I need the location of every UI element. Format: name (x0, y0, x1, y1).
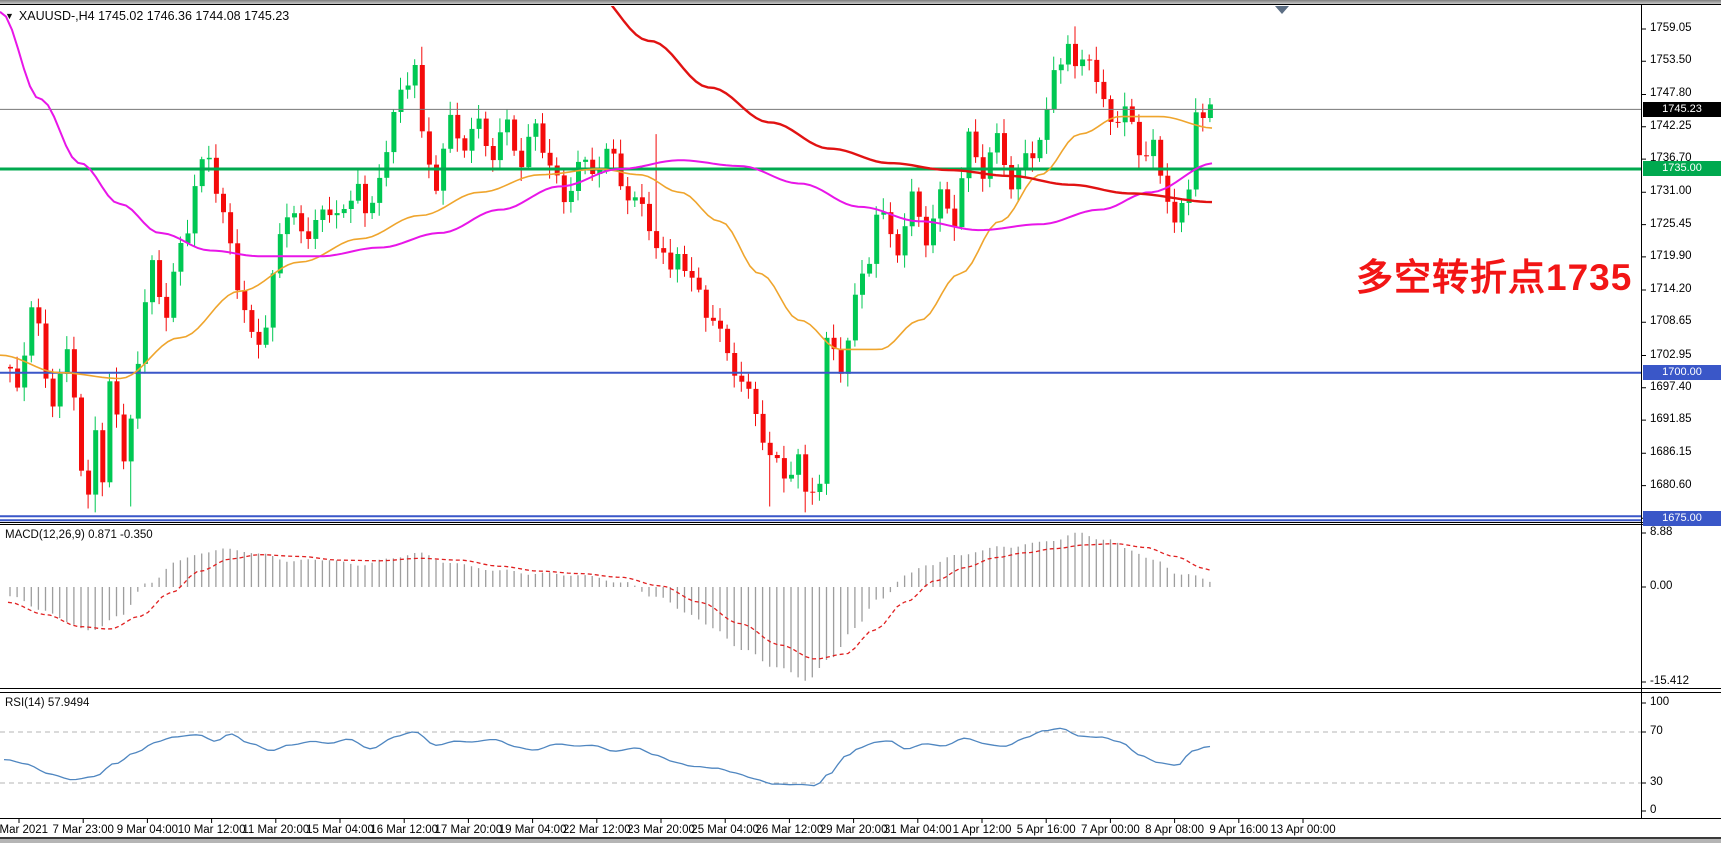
time-tick-label: 31 Mar 04:00 (883, 824, 952, 836)
time-tick-label: 11 Mar 20:00 (242, 824, 310, 836)
window-bottom-edge (0, 837, 1721, 843)
time-tick-label: 9 Mar 04:00 (116, 824, 179, 836)
price-tick-label: 1753.50 (1650, 54, 1692, 67)
window-top-edge (0, 0, 1721, 5)
price-tick-label: 1725.45 (1650, 217, 1692, 230)
price-tag-1700.00: 1700.00 (1643, 365, 1721, 381)
price-tag-1745.23: 1745.23 (1643, 101, 1721, 117)
time-tick-label: 19 Mar 04:00 (498, 824, 567, 836)
time-tick-label: 10 Mar 12:00 (177, 824, 246, 836)
price-tick-label: 1742.25 (1650, 119, 1692, 132)
price-tick-label: 1736.70 (1650, 152, 1692, 165)
price-tick-label: 1680.60 (1650, 478, 1692, 491)
time-tick-label: 1 Apr 12:00 (952, 824, 1012, 836)
price-tick-label: 1719.90 (1650, 249, 1692, 262)
time-tick-label: 29 Mar 20:00 (819, 824, 888, 836)
price-tick-label: 1702.95 (1650, 348, 1692, 361)
time-tick-label: 23 Mar 20:00 (627, 824, 695, 836)
time-tick-label: 22 Mar 12:00 (562, 824, 631, 836)
rsi-axis-label: 100 (1650, 696, 1670, 708)
price-tick-label: 1691.85 (1650, 413, 1692, 426)
rsi-axis-label: 70 (1650, 725, 1663, 737)
time-tick-label: 7 Apr 00:00 (1080, 824, 1140, 836)
price-tag-1675.00: 1675.00 (1643, 510, 1721, 526)
rsi-axis-label: 0 (1650, 804, 1657, 816)
time-tick-label: 25 Mar 04:00 (691, 824, 760, 836)
price-tag-1735.00: 1735.00 (1643, 161, 1721, 177)
price-tick-label: 1697.40 (1650, 380, 1692, 393)
symbol-ohlc-title: XAUUSD-,H4 1745.02 1746.36 1744.08 1745.… (18, 9, 290, 23)
rsi-axis-label: 30 (1650, 776, 1663, 788)
time-tick-label: 4 Mar 2021 (0, 824, 49, 836)
macd-axis-label: 0.00 (1650, 580, 1673, 592)
chart-shift-marker-icon[interactable] (1275, 6, 1289, 14)
time-tick-label: 26 Mar 12:00 (755, 824, 824, 836)
price-tick-label: 1708.65 (1650, 315, 1692, 328)
time-tick-label: 5 Apr 16:00 (1016, 824, 1076, 836)
rsi-indicator-label: RSI(14) 57.9494 (5, 697, 90, 709)
price-tick-label: 1731.00 (1650, 185, 1692, 198)
price-tick-label: 1759.05 (1650, 22, 1692, 34)
time-tick-label: 16 Mar 12:00 (370, 824, 439, 836)
time-tick-label: 15 Mar 04:00 (306, 824, 374, 836)
time-tick-label: 7 Mar 23:00 (52, 824, 114, 836)
annotation-text[interactable]: 多空转折点1735 (1356, 257, 1633, 298)
symbol-dropdown-icon[interactable]: ▼ (5, 11, 14, 21)
macd-axis-label: 8.88 (1650, 526, 1673, 538)
macd-axis-label: -15.412 (1650, 675, 1690, 687)
macd-indicator-label: MACD(12,26,9) 0.871 -0.350 (5, 529, 153, 541)
price-tick-label: 1686.15 (1650, 446, 1692, 459)
price-axis[interactable]: 1759.05 1753.50 1747.80 1742.25 1736.70 1731.… (1641, 5, 1721, 819)
time-tick-label: 13 Apr 00:00 (1270, 824, 1336, 836)
price-tick-label: 1747.80 (1650, 87, 1692, 100)
chart-title: ▼ XAUUSD-,H4 1745.02 1746.36 1744.08 1745… (5, 9, 289, 23)
time-tick-label: 17 Mar 20:00 (434, 824, 503, 836)
time-tick-label: 9 Apr 16:00 (1209, 824, 1269, 836)
price-tick-label: 1714.20 (1650, 283, 1692, 296)
time-tick-label: 8 Apr 08:00 (1145, 824, 1205, 836)
